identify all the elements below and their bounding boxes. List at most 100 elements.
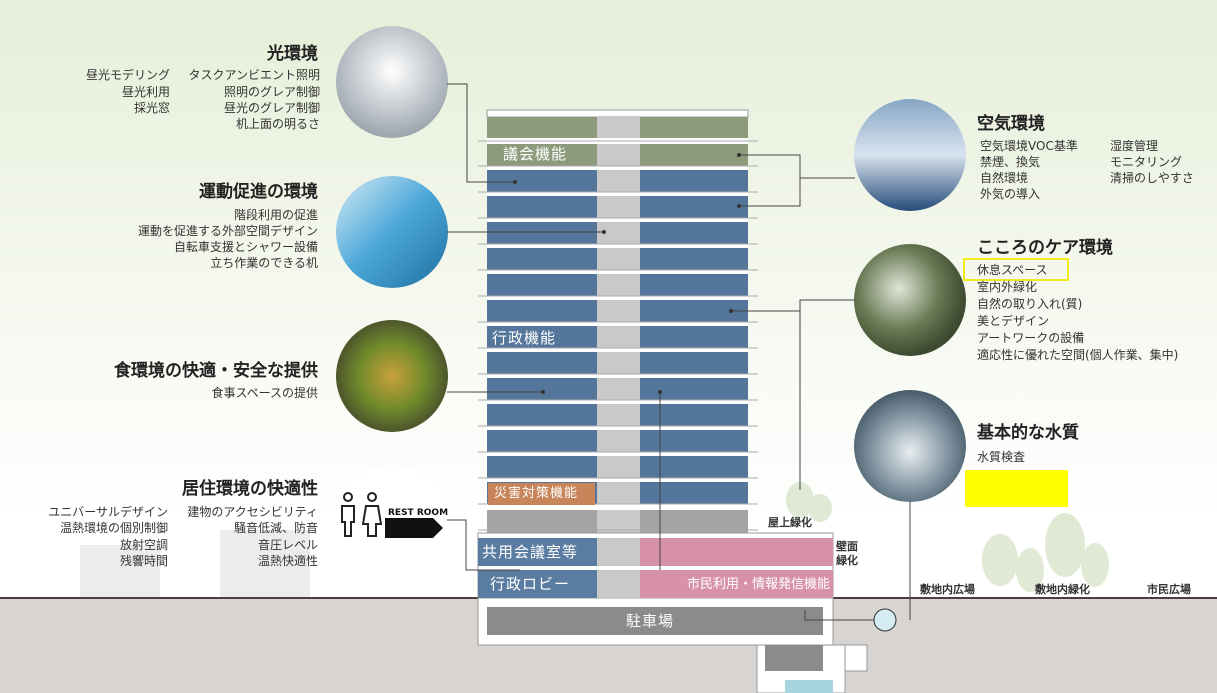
podium-floor <box>478 538 597 566</box>
floor <box>487 117 597 138</box>
item: 外気の導入 <box>980 187 1041 201</box>
floor <box>640 248 748 270</box>
core <box>597 430 640 452</box>
item: 運動を促進する外部空間デザイン <box>137 224 318 238</box>
photo-care <box>854 244 966 356</box>
floor <box>640 430 748 452</box>
photo-light <box>336 26 448 138</box>
item: 机上面の明るさ <box>235 117 320 131</box>
item: 立ち作業のできる机 <box>210 256 318 270</box>
disaster-box <box>488 483 595 505</box>
connector-dots <box>513 153 741 394</box>
item: 空気環境VOC基準 <box>980 139 1078 153</box>
item: 温熱環境の個別制御 <box>59 521 168 535</box>
core <box>597 538 640 566</box>
floor-label: 駐車場 <box>626 612 675 630</box>
sign-text: REST ROOM <box>388 508 449 518</box>
site-label: 敷地内広場 <box>920 583 975 596</box>
core <box>597 274 640 296</box>
section-title: 空気環境 <box>977 114 1045 134</box>
item: 温熱快適性 <box>257 554 318 568</box>
floor-label: 行政ロビー <box>490 575 571 593</box>
item: 室内外緑化 <box>977 280 1038 294</box>
floor <box>487 170 597 192</box>
section-title: こころのケア環境 <box>977 238 1113 258</box>
roof <box>486 109 749 118</box>
site-label: 敷地内緑化 <box>1035 583 1090 596</box>
core <box>597 352 640 374</box>
trees <box>786 482 1109 592</box>
floor <box>487 378 597 400</box>
item: 放射空調 <box>119 538 168 552</box>
section-title: 基本的な水質 <box>977 423 1079 443</box>
floor <box>640 300 748 322</box>
item: 昼光利用 <box>121 85 170 99</box>
item: 清掃のしやすさ <box>1110 171 1194 185</box>
core <box>597 144 640 166</box>
core <box>597 482 640 504</box>
floor-label: 行政機能 <box>492 329 557 347</box>
core <box>597 570 640 598</box>
floor <box>640 117 748 138</box>
floor <box>640 378 748 400</box>
item: 騒音低減、防音 <box>233 521 318 535</box>
connectors <box>447 83 911 621</box>
podium-floor <box>640 538 833 566</box>
section-title: 光環境 <box>267 44 318 64</box>
floor <box>640 482 748 504</box>
item: 休息スペース <box>977 263 1048 277</box>
core <box>597 378 640 400</box>
item: 禁煙、換気 <box>980 155 1041 169</box>
site-label: 壁面緑化 <box>836 540 858 567</box>
photo-air <box>854 99 966 211</box>
floor <box>487 326 597 348</box>
floor <box>640 222 748 244</box>
item: タスクアンビエント照明 <box>188 68 320 82</box>
core <box>597 248 640 270</box>
floor-label: 共用会議室等 <box>482 543 579 561</box>
floor <box>640 510 748 533</box>
section-title: 食環境の快適・安全な提供 <box>114 361 318 381</box>
basement-room <box>765 645 823 671</box>
floor <box>640 456 748 478</box>
parking <box>487 607 823 635</box>
restroom-arrow <box>385 518 443 538</box>
item: 採光窓 <box>133 101 170 115</box>
floor <box>640 144 748 166</box>
section-title: 運動促進の環境 <box>199 182 318 202</box>
floor <box>487 456 597 478</box>
core <box>597 196 640 218</box>
item: ユニバーサルデザイン <box>48 505 168 519</box>
water-pipe <box>873 608 897 632</box>
floor <box>487 222 597 244</box>
highlight-box <box>963 258 1069 281</box>
item: 音圧レベル <box>257 538 318 552</box>
item: 自然環境 <box>980 171 1029 185</box>
core <box>597 326 640 348</box>
tank <box>785 680 833 693</box>
floor <box>487 144 597 166</box>
bg-building <box>220 530 310 598</box>
floor <box>487 196 597 218</box>
floor <box>487 352 597 374</box>
floor <box>640 326 748 348</box>
floor <box>640 170 748 192</box>
highlight-fill <box>965 470 1068 507</box>
core <box>597 404 640 426</box>
item: 階段利用の促進 <box>233 208 318 222</box>
core <box>597 300 640 322</box>
floor <box>487 300 597 322</box>
bg-building <box>80 545 160 598</box>
item: 美とデザイン <box>977 314 1050 328</box>
item: 食事スペースの提供 <box>211 386 318 400</box>
item: 水質検査 <box>977 450 1026 464</box>
core <box>597 456 640 478</box>
floor <box>640 404 748 426</box>
floor <box>487 274 597 296</box>
restroom-icon <box>341 492 383 537</box>
core <box>597 222 640 244</box>
floor-label: 市民利用・情報発信機能 <box>686 577 830 592</box>
item: 残響時間 <box>119 554 168 568</box>
